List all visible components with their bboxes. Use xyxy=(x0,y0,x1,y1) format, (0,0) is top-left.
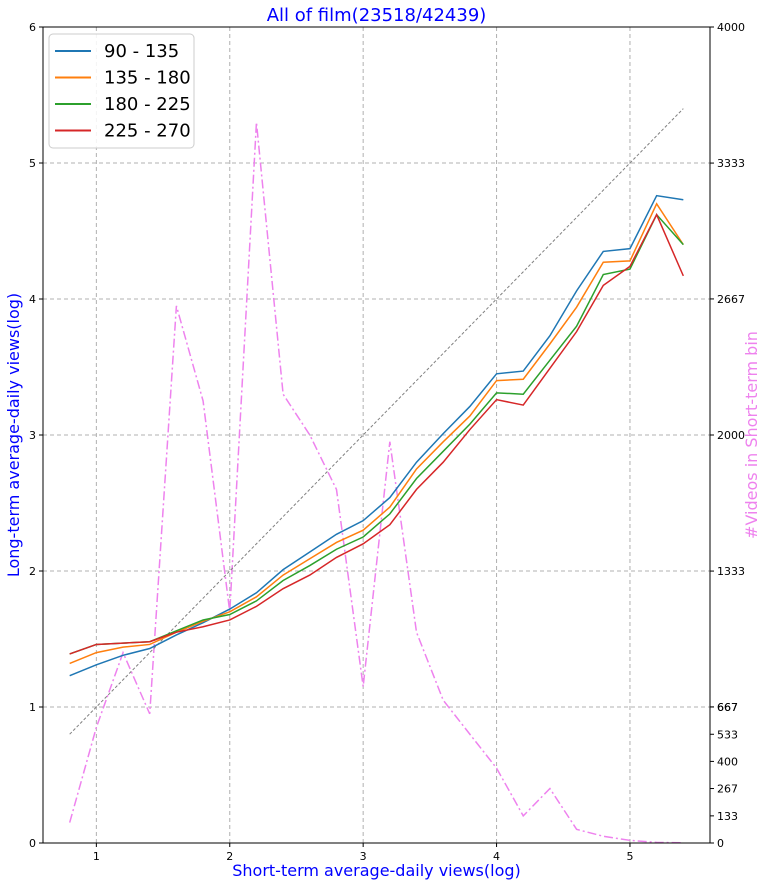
series-line-3 xyxy=(69,212,685,655)
series-line-1 xyxy=(69,202,684,665)
y2-tick-label: 400 xyxy=(717,755,738,768)
count-series xyxy=(68,122,684,844)
y2-tick-label: 267 xyxy=(717,783,738,796)
y2-tick-label: 133 xyxy=(717,810,738,823)
y2-tick-label: 667 xyxy=(717,701,738,714)
y-tick-label: 2 xyxy=(29,565,36,578)
y2-tick-label: 2667 xyxy=(717,293,745,306)
legend-box xyxy=(48,33,195,149)
series-line-2 xyxy=(69,213,684,655)
y-tick-label: 5 xyxy=(29,157,36,170)
x-tick-label: 1 xyxy=(93,850,100,863)
y-tick-label: 1 xyxy=(29,701,36,714)
y2-tick-label: 4000 xyxy=(717,21,745,34)
y2-tick-label: 667 xyxy=(717,701,738,714)
y-tick-label: 6 xyxy=(29,21,36,34)
y2-tick-label: 1333 xyxy=(717,565,745,578)
y-tick-label: 0 xyxy=(29,837,36,850)
series-lines xyxy=(69,194,685,677)
grid-lines xyxy=(43,27,710,843)
legend-label: 180 - 225 xyxy=(104,94,191,115)
x-tick-label: 5 xyxy=(626,850,633,863)
y2-tick-label: 2000 xyxy=(717,429,745,442)
count-series-line xyxy=(68,122,684,844)
y2-tick-label: 3333 xyxy=(717,157,745,170)
reference-line xyxy=(69,108,684,735)
legend-label: 135 - 180 xyxy=(104,68,191,89)
y-axis-ticks: 0 1 2 3 4 5 6 xyxy=(29,21,43,850)
y-tick-label: 3 xyxy=(29,429,36,442)
legend-label: 225 - 270 xyxy=(104,121,191,142)
x-tick-label: 4 xyxy=(493,850,500,863)
y-axis-label: Long-term average-daily views(log) xyxy=(4,293,23,577)
series-line-0 xyxy=(69,194,684,677)
y2-tick-label: 0 xyxy=(717,837,724,850)
legend: 90 - 135 135 - 180 180 - 225 225 - 270 xyxy=(48,33,195,149)
x-tick-label: 3 xyxy=(360,850,367,863)
x-tick-label: 2 xyxy=(226,850,233,863)
y2-tick-label: 533 xyxy=(717,728,738,741)
x-axis-label: Short-term average-daily views(log) xyxy=(232,861,521,880)
y-tick-label: 4 xyxy=(29,293,36,306)
chart-title: All of film(23518/42439) xyxy=(267,5,487,26)
legend-label: 90 - 135 xyxy=(104,41,179,62)
x-axis-ticks: 1 2 3 4 5 xyxy=(93,843,633,863)
y2-axis-label: #Videos in Short-term bin xyxy=(742,331,761,539)
reference-diagonal-line xyxy=(69,108,684,735)
